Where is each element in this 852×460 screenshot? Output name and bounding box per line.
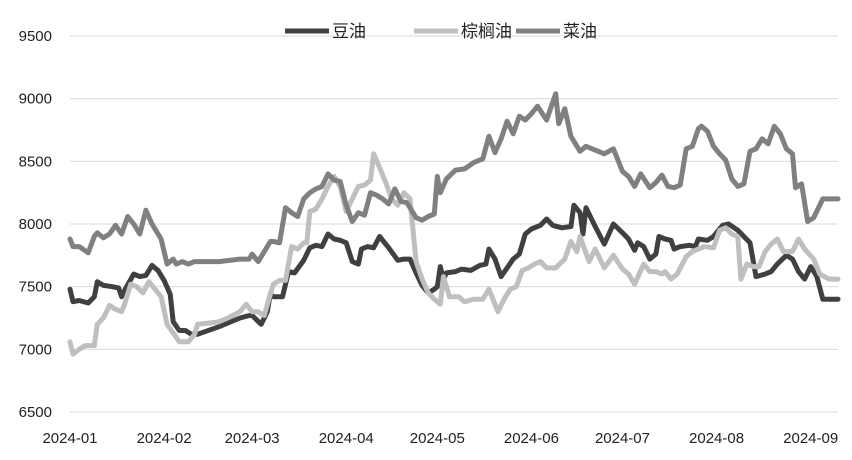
series-line-2	[67, 151, 841, 357]
series-lines	[67, 91, 841, 357]
y-tick-label: 7000	[19, 341, 52, 358]
y-tick-label: 7500	[19, 279, 52, 296]
y-tick-label: 8500	[19, 153, 52, 170]
y-tick-label: 8000	[19, 216, 52, 233]
legend-label: 豆油	[332, 22, 366, 41]
x-tick-label: 2024-05	[410, 430, 465, 447]
legend-item: 豆油	[285, 22, 366, 41]
y-tick-label: 9000	[19, 91, 52, 108]
x-tick-label: 2024-03	[225, 430, 280, 447]
x-tick-label: 2024-08	[689, 430, 744, 447]
legend-label: 菜油	[563, 22, 597, 41]
legend-item: 棕榈油	[414, 22, 512, 41]
gridlines	[70, 35, 838, 413]
legend-label: 棕榈油	[461, 22, 512, 41]
series-line-3	[67, 91, 841, 267]
y-axis-tick-labels: 6500 7000 7500 8000 8500 9000 9500	[19, 28, 52, 421]
x-tick-label: 2024-09	[783, 430, 838, 447]
legend-item: 菜油	[516, 22, 597, 41]
x-axis-tick-labels: 2024-01 2024-02 2024-03 2024-04 2024-05 2024-…	[42, 430, 838, 447]
y-tick-label: 9500	[19, 28, 52, 45]
x-tick-label: 2024-04	[319, 430, 374, 447]
x-tick-label: 2024-06	[504, 430, 559, 447]
y-tick-label: 6500	[19, 404, 52, 421]
x-tick-label: 2024-07	[595, 430, 650, 447]
x-tick-label: 2024-01	[42, 430, 97, 447]
series-line-1	[67, 202, 841, 337]
x-tick-label: 2024-02	[137, 430, 192, 447]
legend: 豆油 棕榈油 菜油	[285, 22, 597, 41]
